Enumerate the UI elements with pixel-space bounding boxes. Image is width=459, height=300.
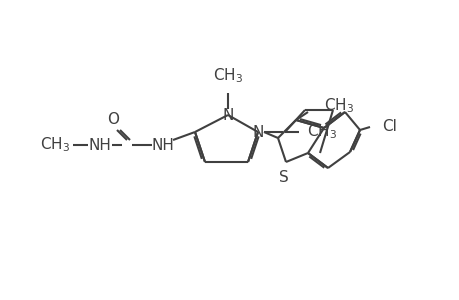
Text: NH: NH [151, 137, 174, 152]
Text: N: N [252, 124, 263, 140]
Text: Cl: Cl [381, 118, 396, 134]
Text: CH$_3$: CH$_3$ [213, 66, 242, 85]
Text: NH: NH [89, 137, 111, 152]
Text: O: O [107, 112, 119, 127]
Text: CH$_3$: CH$_3$ [40, 136, 70, 154]
Text: CH$_3$: CH$_3$ [306, 123, 336, 141]
Text: N: N [222, 107, 233, 122]
Text: CH$_3$: CH$_3$ [323, 97, 353, 116]
Text: S: S [279, 170, 288, 185]
